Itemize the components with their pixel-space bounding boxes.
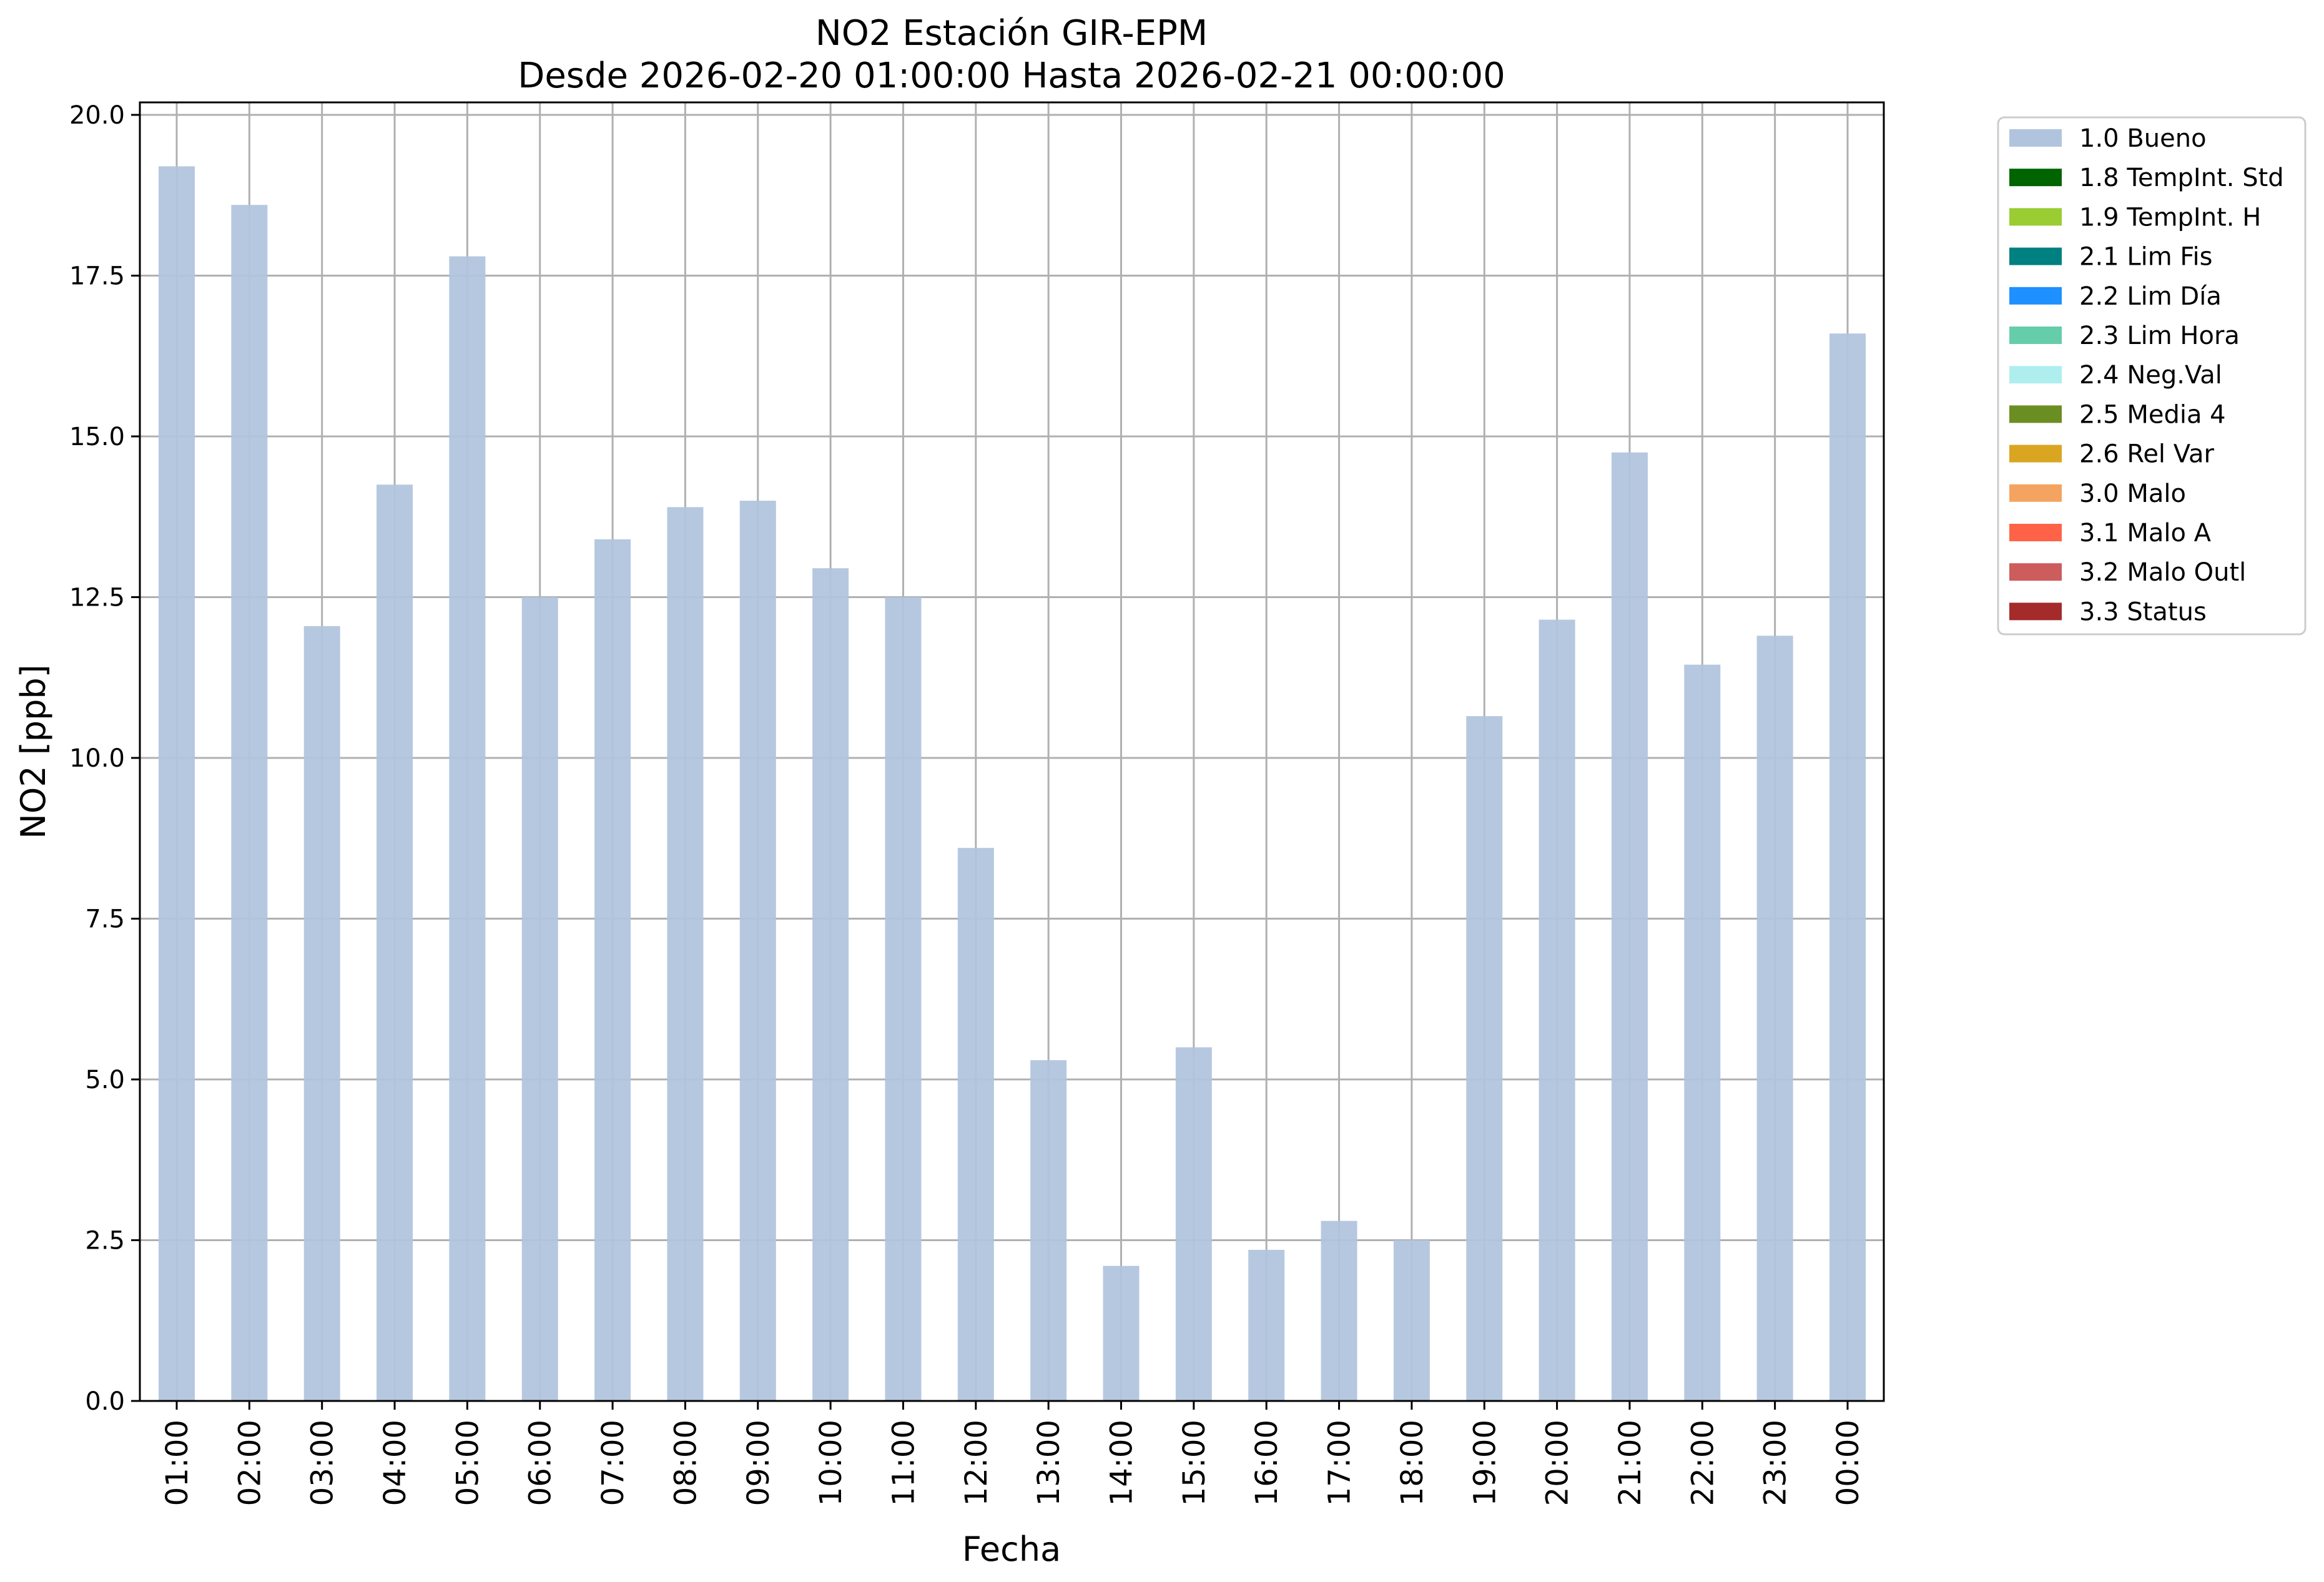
- legend-swatch: [2009, 169, 2062, 187]
- bar-0300: [303, 626, 340, 1401]
- legend-label: 2.1 Lim Fis: [2079, 243, 2212, 272]
- legend-swatch: [2009, 445, 2062, 463]
- y-axis-label: NO2 [ppb]: [14, 664, 53, 838]
- bar-2100: [1611, 452, 1648, 1401]
- legend-swatch: [2009, 287, 2062, 305]
- bar-0500: [449, 256, 486, 1402]
- bar-0400: [377, 484, 413, 1401]
- x-tick-label: 04:00: [378, 1420, 413, 1506]
- x-tick-label: 21:00: [1613, 1420, 1648, 1506]
- y-tick-label: 20.0: [69, 101, 125, 130]
- chart-subtitle: Desde 2026-02-20 01:00:00 Hasta 2026-02-…: [518, 56, 1505, 96]
- bar-2300: [1756, 636, 1793, 1401]
- legend-label: 2.5 Media 4: [2079, 400, 2226, 429]
- x-tick-label: 03:00: [305, 1420, 340, 1506]
- x-tick-label: 14:00: [1105, 1420, 1140, 1506]
- x-tick-label: 11:00: [886, 1420, 921, 1506]
- x-tick-label: 15:00: [1177, 1420, 1212, 1506]
- legend-swatch: [2009, 405, 2062, 423]
- legend-label: 2.3 Lim Hora: [2079, 322, 2240, 350]
- y-tick-label: 5.0: [85, 1066, 125, 1094]
- legend-swatch: [2009, 208, 2062, 226]
- legend-items: 1.0 Bueno 1.8 TempInt. Std 1.9 TempInt. H 2…: [2009, 124, 2284, 626]
- x-tick-label: 05:00: [450, 1420, 485, 1506]
- bar-2000: [1539, 619, 1575, 1401]
- legend: 1.0 Bueno 1.8 TempInt. Std 1.9 TempInt. H 2…: [1997, 116, 2307, 636]
- bar-1300: [1030, 1060, 1067, 1401]
- bar-0600: [521, 597, 558, 1401]
- x-tick-label: 22:00: [1685, 1420, 1720, 1506]
- bar-0000: [1829, 333, 1866, 1402]
- x-tick-label: 10:00: [814, 1420, 849, 1506]
- legend-swatch: [2009, 327, 2062, 344]
- y-tick-label: 15.0: [69, 423, 125, 451]
- bar-1000: [812, 568, 849, 1401]
- legend-label: 3.1 Malo A: [2079, 519, 2212, 548]
- bar-0100: [159, 166, 195, 1401]
- legend-label: 2.2 Lim Día: [2079, 282, 2222, 311]
- legend-swatch: [2009, 563, 2062, 581]
- legend-label: 2.6 Rel Var: [2079, 440, 2215, 469]
- bar-0800: [667, 507, 704, 1401]
- bar-0200: [231, 205, 268, 1402]
- x-tick-label: 00:00: [1831, 1420, 1866, 1506]
- bar-1600: [1248, 1249, 1285, 1401]
- y-axis-ticks: 0.0 2.5 5.0 7.5 10.0 12.5 15.0 17.5 20.0: [69, 101, 140, 1416]
- x-tick-label: 07:00: [596, 1420, 631, 1506]
- chart-title: NO2 Estación GIR-EPM: [815, 13, 1208, 54]
- legend-swatch: [2009, 524, 2062, 541]
- x-axis-label: Fecha: [962, 1530, 1061, 1569]
- legend-label: 3.2 Malo Outl: [2079, 558, 2246, 587]
- x-tick-label: 08:00: [668, 1420, 703, 1506]
- y-tick-label: 0.0: [85, 1387, 125, 1416]
- legend-swatch: [2009, 366, 2062, 384]
- bar-1700: [1321, 1221, 1357, 1401]
- y-tick-label: 2.5: [85, 1227, 125, 1255]
- legend-frame: [1997, 116, 2307, 636]
- bar-1900: [1466, 716, 1503, 1401]
- x-tick-label: 09:00: [741, 1420, 776, 1506]
- y-tick-label: 10.0: [69, 744, 125, 773]
- legend-swatch: [2009, 602, 2062, 621]
- y-tick-label: 7.5: [85, 905, 125, 934]
- bar-1400: [1103, 1265, 1140, 1401]
- y-tick-label: 12.5: [69, 584, 125, 612]
- x-tick-label: 12:00: [959, 1420, 994, 1506]
- bar-1100: [885, 597, 922, 1401]
- x-tick-label: 19:00: [1467, 1420, 1502, 1506]
- x-tick-label: 06:00: [523, 1420, 558, 1506]
- x-tick-label: 16:00: [1249, 1420, 1284, 1506]
- legend-label: 3.3 Status: [2079, 597, 2207, 626]
- x-tick-label: 01:00: [160, 1420, 195, 1506]
- bar-0900: [739, 501, 776, 1401]
- x-tick-label: 13:00: [1032, 1420, 1066, 1506]
- x-axis-ticks: 01:00 02:00 03:00 04:00 05:00 06:00 07:00 08:00…: [160, 1401, 1866, 1506]
- bar-0700: [594, 539, 631, 1401]
- x-tick-label: 23:00: [1758, 1420, 1793, 1506]
- legend-swatch: [2009, 484, 2062, 502]
- bar-2200: [1684, 664, 1721, 1401]
- bar-1500: [1175, 1047, 1212, 1401]
- y-tick-label: 17.5: [69, 262, 125, 291]
- x-tick-label: 17:00: [1322, 1420, 1357, 1506]
- legend-swatch: [2009, 129, 2062, 147]
- legend-swatch: [2009, 247, 2062, 265]
- bars: [159, 166, 1866, 1402]
- legend-label: 1.8 TempInt. Std: [2079, 164, 2284, 192]
- legend-label: 3.0 Malo: [2079, 479, 2186, 508]
- x-tick-label: 20:00: [1540, 1420, 1575, 1506]
- plot-frame: [139, 101, 1885, 1402]
- legend-label: 2.4 Neg.Val: [2079, 361, 2222, 390]
- legend-label: 1.9 TempInt. H: [2079, 203, 2261, 232]
- bar-1800: [1393, 1240, 1430, 1401]
- x-tick-label: 02:00: [232, 1420, 267, 1506]
- legend-label: 1.0 Bueno: [2079, 124, 2207, 153]
- bar-1200: [957, 848, 994, 1401]
- x-tick-label: 18:00: [1395, 1420, 1430, 1506]
